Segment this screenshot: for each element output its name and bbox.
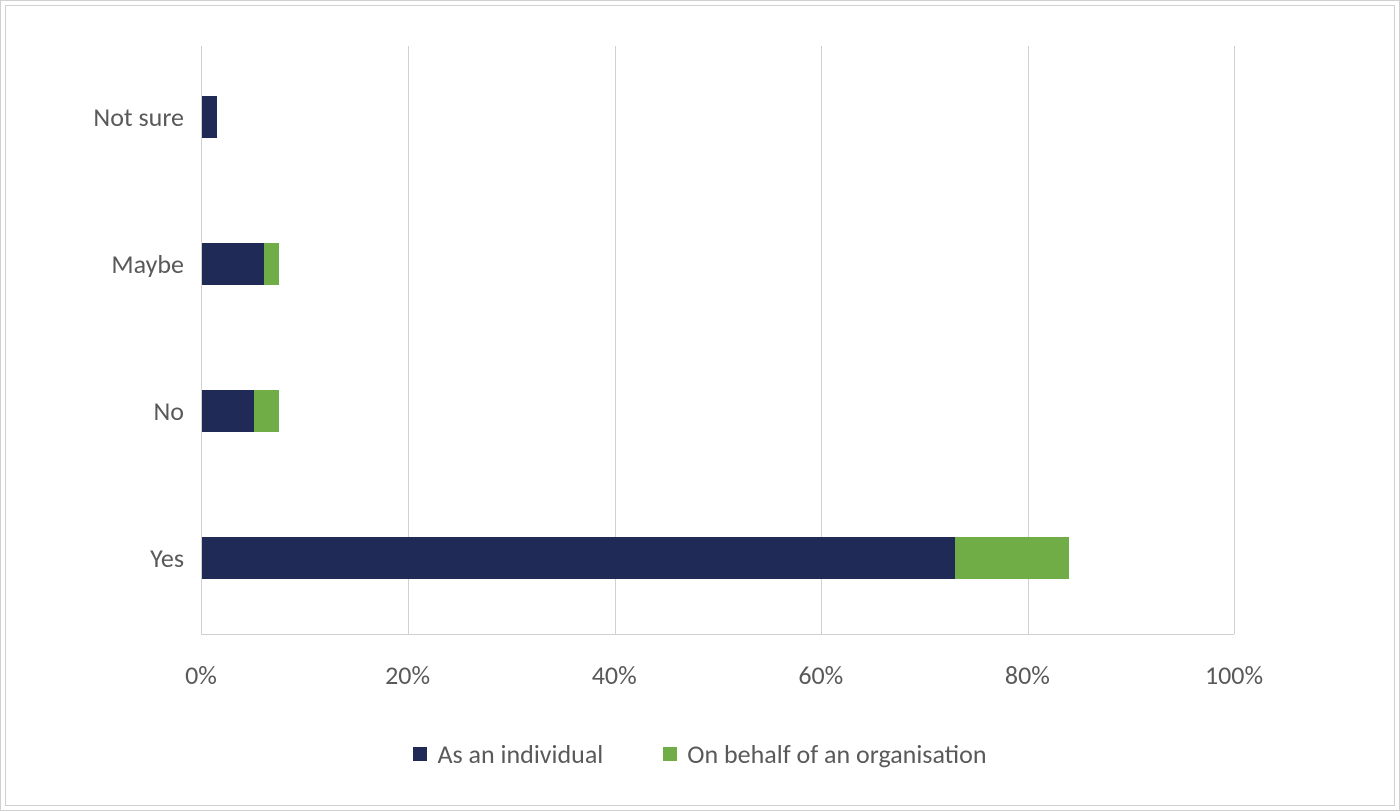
chart-inner: Not sureMaybeNoYes 0%20%40%60%80%100% As… xyxy=(5,5,1395,806)
legend-item: On behalf of an organisation xyxy=(663,738,986,770)
plot-area: Not sureMaybeNoYes xyxy=(201,46,1234,635)
gridline xyxy=(1234,46,1235,634)
legend-swatch xyxy=(663,747,677,761)
bar-row xyxy=(202,537,1069,579)
legend-swatch xyxy=(413,747,427,761)
x-axis-label: 0% xyxy=(185,659,217,691)
bar-segment xyxy=(202,96,217,138)
x-axis-label: 80% xyxy=(1005,659,1050,691)
x-axis-label: 20% xyxy=(385,659,430,691)
y-axis-label: Yes xyxy=(150,537,202,579)
plot-wrap: Not sureMaybeNoYes xyxy=(201,46,1234,635)
y-axis-label: Maybe xyxy=(111,243,202,285)
bar-row xyxy=(202,96,217,138)
x-axis-label: 100% xyxy=(1205,659,1263,691)
chart-container: Not sureMaybeNoYes 0%20%40%60%80%100% As… xyxy=(0,0,1400,811)
x-axis-label: 60% xyxy=(798,659,843,691)
bar-segment xyxy=(254,390,280,432)
x-axis-label: 40% xyxy=(592,659,637,691)
bar-segment xyxy=(955,537,1069,579)
bar-row xyxy=(202,390,279,432)
legend-label: As an individual xyxy=(437,738,603,770)
y-axis-label: No xyxy=(154,390,203,432)
bar-segment xyxy=(202,537,955,579)
legend: As an individual On behalf of an organisa… xyxy=(6,738,1394,770)
legend-item: As an individual xyxy=(413,738,603,770)
bar-segment xyxy=(202,243,264,285)
bar-segment xyxy=(264,243,279,285)
bar-row xyxy=(202,243,279,285)
legend-label: On behalf of an organisation xyxy=(687,738,986,770)
y-axis-label: Not sure xyxy=(93,96,202,138)
bar-segment xyxy=(202,390,254,432)
x-axis-labels: 0%20%40%60%80%100% xyxy=(201,659,1234,699)
